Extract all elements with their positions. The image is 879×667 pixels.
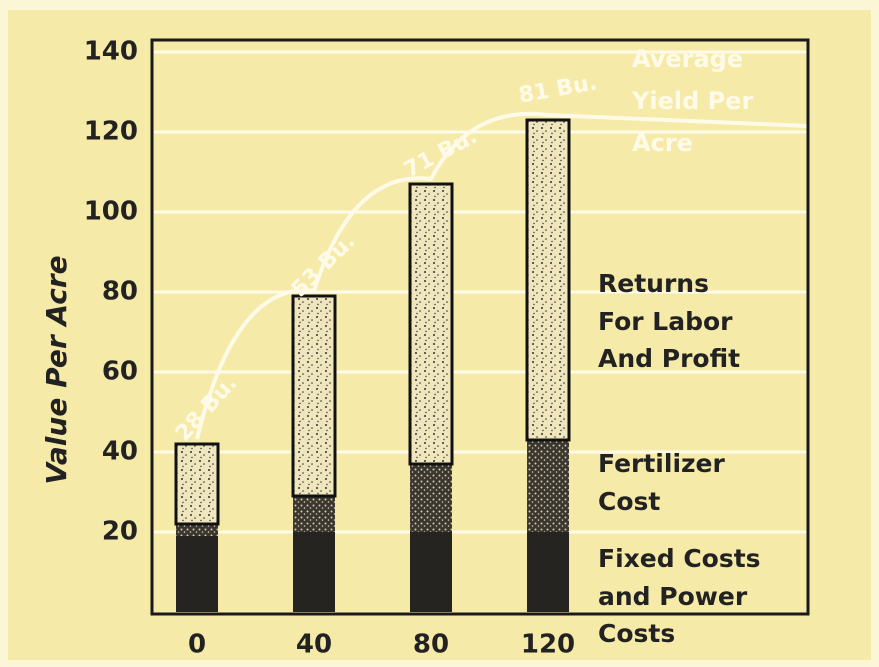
bar-segment: [408, 182, 454, 466]
y-tick-label: 80: [102, 277, 138, 307]
legend-entry: Returns For Labor And Profit: [598, 269, 741, 373]
bar-segment: [176, 536, 218, 612]
y-axis-label: Value Per Acre: [40, 255, 73, 484]
y-tick-label: 120: [84, 117, 138, 147]
y-tick-label: 20: [102, 517, 138, 547]
y-tick-label: 100: [84, 197, 138, 227]
bar-segment: [525, 118, 571, 442]
x-tick-label: 40: [296, 630, 332, 660]
bar-segment: [291, 294, 337, 498]
legend-entry: Fixed Costs and Power Costs: [598, 544, 761, 648]
bar-segment: [410, 464, 452, 532]
legend-entry: Fertilizer Cost: [598, 449, 725, 516]
y-tick-label: 40: [102, 437, 138, 467]
y-tick-label: 140: [84, 37, 138, 67]
bar-segment: [293, 532, 335, 612]
bar-segment: [410, 532, 452, 612]
x-tick-label: 0: [188, 630, 206, 660]
x-tick-label: 80: [413, 630, 449, 660]
x-tick-label: 120: [521, 630, 575, 660]
bar-segment: [176, 524, 218, 536]
bar-segment: [174, 442, 220, 526]
annotation: Average: [632, 45, 743, 73]
bar-segment: [293, 496, 335, 532]
yield-curve: [195, 111, 809, 440]
plot-frame: [150, 38, 810, 616]
bar-segment: [527, 440, 569, 532]
y-tick-label: 60: [102, 357, 138, 387]
annotation: Acre: [632, 129, 693, 157]
bar-segment: [527, 532, 569, 612]
annotation: Yield Per: [631, 87, 754, 115]
